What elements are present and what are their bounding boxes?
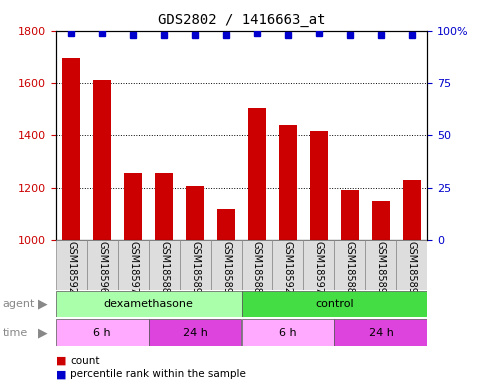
Bar	[366, 240, 397, 290]
Bar	[242, 319, 334, 346]
Text: ▶: ▶	[38, 326, 47, 339]
Text: GSM185924: GSM185924	[66, 242, 76, 301]
Bar	[86, 240, 117, 290]
Text: GSM185964: GSM185964	[97, 242, 107, 301]
Text: GSM185888: GSM185888	[345, 242, 355, 301]
Text: percentile rank within the sample: percentile rank within the sample	[70, 369, 246, 379]
Bar	[310, 131, 328, 240]
Bar	[56, 319, 149, 346]
Text: 6 h: 6 h	[93, 328, 111, 338]
Text: control: control	[315, 299, 354, 309]
Bar	[149, 319, 242, 346]
Bar	[62, 58, 80, 240]
Text: 24 h: 24 h	[369, 328, 394, 338]
Text: count: count	[70, 356, 99, 366]
Text: ■: ■	[56, 369, 66, 379]
Bar	[155, 173, 173, 240]
Bar	[56, 240, 86, 290]
Bar	[334, 319, 427, 346]
Bar	[186, 186, 204, 240]
Text: GSM185891: GSM185891	[221, 242, 231, 301]
Bar	[279, 125, 297, 240]
Text: ■: ■	[56, 356, 66, 366]
Text: GSM185890: GSM185890	[190, 242, 200, 301]
Bar	[242, 291, 427, 317]
Bar	[242, 240, 272, 290]
Bar	[272, 240, 303, 290]
Bar	[334, 240, 366, 290]
Text: 6 h: 6 h	[279, 328, 297, 338]
Text: 24 h: 24 h	[183, 328, 208, 338]
Bar	[397, 240, 427, 290]
Bar	[303, 240, 334, 290]
Bar	[93, 80, 112, 240]
Bar	[211, 240, 242, 290]
Bar	[341, 190, 359, 240]
Text: GSM185977: GSM185977	[314, 242, 324, 301]
Bar	[56, 291, 242, 317]
Bar	[217, 209, 235, 240]
Text: GDS2802 / 1416663_at: GDS2802 / 1416663_at	[158, 13, 325, 27]
Bar	[403, 180, 421, 240]
Text: GSM185889: GSM185889	[252, 242, 262, 301]
Bar	[180, 240, 211, 290]
Text: GSM185976: GSM185976	[128, 242, 138, 301]
Text: GSM185923: GSM185923	[283, 242, 293, 301]
Text: GSM185892: GSM185892	[376, 242, 386, 301]
Text: dexamethasone: dexamethasone	[103, 299, 194, 309]
Bar	[248, 108, 266, 240]
Text: ▶: ▶	[38, 297, 47, 310]
Bar	[124, 173, 142, 240]
Text: agent: agent	[2, 299, 35, 309]
Text: GSM185893: GSM185893	[407, 242, 417, 301]
Bar	[117, 240, 149, 290]
Text: GSM185887: GSM185887	[159, 242, 169, 301]
Text: time: time	[2, 328, 28, 338]
Bar	[372, 201, 390, 240]
Bar	[149, 240, 180, 290]
